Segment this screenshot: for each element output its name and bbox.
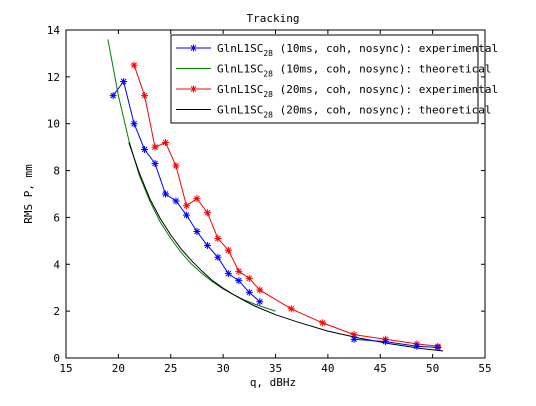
- data-point: [434, 343, 442, 351]
- data-point: [193, 227, 201, 235]
- y-tick-label: 14: [47, 24, 61, 37]
- data-point: [141, 145, 149, 153]
- data-point: [256, 286, 264, 294]
- x-tick-label: 55: [478, 362, 491, 375]
- data-point: [214, 253, 222, 261]
- legend-item: GlnL1SC28 (20ms, coh, nosync): experimen…: [176, 83, 498, 99]
- legend-item: GlnL1SC28 (20ms, coh, nosync): theoretic…: [176, 104, 492, 120]
- data-point: [141, 92, 149, 100]
- legend-swatch-marker: [190, 44, 197, 52]
- series-4: [350, 335, 442, 351]
- series-2: [130, 61, 442, 350]
- data-point: [130, 61, 138, 69]
- y-tick-label: 8: [53, 165, 60, 178]
- x-tick-label: 40: [321, 362, 334, 375]
- x-tick-label: 35: [269, 362, 282, 375]
- data-point: [130, 120, 138, 128]
- data-point: [151, 160, 159, 168]
- data-point: [287, 305, 295, 313]
- legend-swatch-marker: [190, 85, 197, 93]
- y-axis-label: RMS P, mm: [22, 164, 35, 224]
- data-point: [214, 235, 222, 243]
- chart-title: Tracking: [247, 12, 300, 25]
- data-point: [235, 277, 243, 285]
- x-axis-label: q, dBHz: [250, 376, 296, 389]
- data-point: [162, 138, 170, 146]
- series-group: [107, 39, 444, 352]
- data-point: [203, 242, 211, 250]
- data-point: [245, 274, 253, 282]
- data-point: [350, 331, 358, 339]
- data-point: [193, 195, 201, 203]
- data-point: [413, 342, 421, 350]
- series-line: [354, 338, 438, 348]
- x-tick-label: 15: [59, 362, 72, 375]
- axes: 15 20 25 30 35 40 45 50 55 0 2 4 6 8 10 12 14: [47, 24, 492, 375]
- data-point: [182, 211, 190, 219]
- legend-label: GlnL1SC28 (10ms, coh, nosync): experimen…: [217, 42, 498, 58]
- x-tick-label: 45: [374, 362, 387, 375]
- data-point: [350, 335, 358, 343]
- legend-label: GlnL1SC28 (20ms, coh, nosync): experimen…: [217, 83, 498, 99]
- data-point: [151, 143, 159, 151]
- legend-label: GlnL1SC28 (10ms, coh, nosync): theoretic…: [217, 63, 492, 79]
- legend-item: GlnL1SC28 (10ms, coh, nosync): experimen…: [176, 42, 498, 58]
- y-tick-label: 10: [47, 118, 60, 131]
- y-tick-label: 12: [47, 71, 60, 84]
- legend: GlnL1SC28 (10ms, coh, nosync): experimen…: [170, 34, 498, 124]
- y-tick-label: 6: [53, 211, 60, 224]
- x-tick-label: 25: [164, 362, 177, 375]
- data-point: [235, 267, 243, 275]
- data-point: [172, 162, 180, 170]
- data-point: [256, 298, 264, 306]
- y-tick-label: 0: [53, 352, 60, 365]
- data-point: [245, 288, 253, 296]
- data-point: [224, 246, 232, 254]
- data-point: [203, 209, 211, 217]
- x-tick-label: 50: [426, 362, 439, 375]
- data-point: [109, 92, 117, 100]
- x-tick-label: 20: [112, 362, 125, 375]
- data-point: [120, 78, 128, 86]
- x-tick-label: 30: [217, 362, 230, 375]
- data-point: [319, 319, 327, 327]
- data-point: [162, 190, 170, 198]
- data-point: [172, 197, 180, 205]
- y-tick-label: 2: [53, 305, 60, 318]
- data-point: [381, 338, 389, 346]
- data-point: [182, 202, 190, 210]
- legend-box: [170, 34, 479, 124]
- series-0: [109, 78, 264, 306]
- legend-item: GlnL1SC28 (10ms, coh, nosync): theoretic…: [176, 63, 492, 79]
- legend-label: GlnL1SC28 (20ms, coh, nosync): theoretic…: [217, 104, 492, 120]
- y-tick-label: 4: [53, 258, 60, 271]
- data-point: [224, 270, 232, 278]
